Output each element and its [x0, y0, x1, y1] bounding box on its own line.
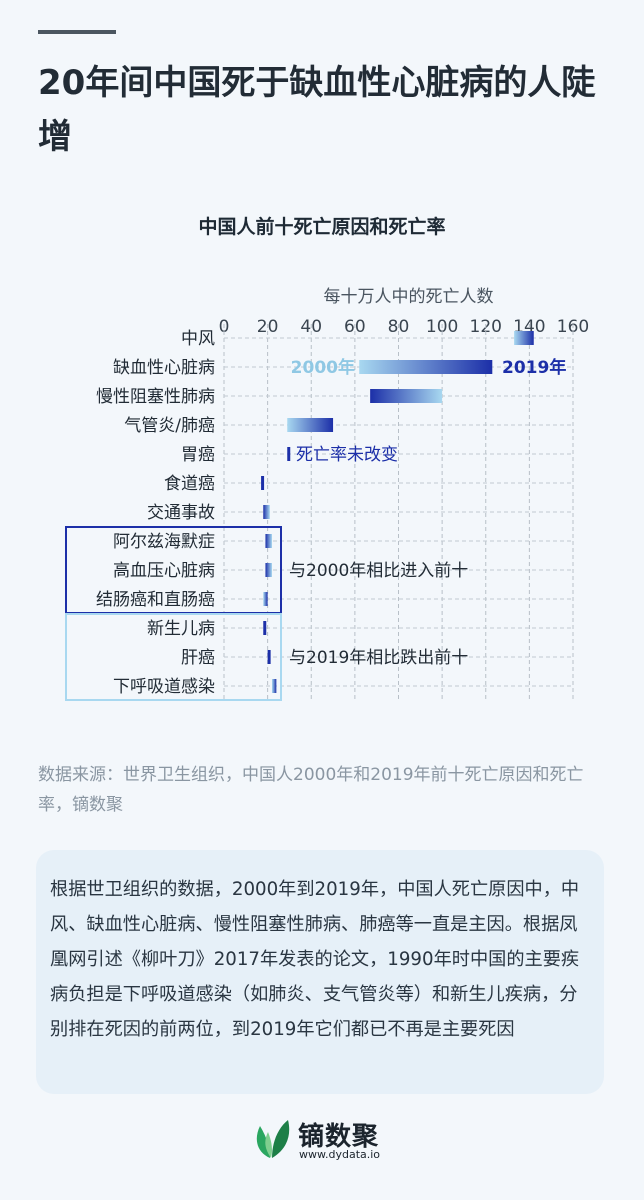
range-bar: [359, 360, 493, 374]
category-label: 中风: [181, 329, 215, 349]
category-label: 肝癌: [181, 648, 215, 668]
range-bar: [370, 389, 443, 403]
range-bar: [265, 563, 272, 577]
range-bar: [263, 621, 267, 635]
data-source: 数据来源：世界卫生组织，中国人2000年和2019年前十死亡原因和死亡率，镝数聚: [38, 765, 584, 815]
category-label: 高血压心脏病: [113, 561, 215, 581]
x-axis-label: 每十万人中的死亡人数: [324, 287, 494, 307]
category-label: 阿尔兹海默症: [113, 532, 215, 552]
brand-name: 镝数聚: [298, 1122, 380, 1152]
range-bar: [263, 505, 270, 519]
brand-logo: 镝数聚 www.dydata.io: [252, 1112, 402, 1164]
range-bar: [265, 534, 272, 548]
category-label: 食道癌: [164, 474, 215, 494]
top-rule: [38, 30, 116, 34]
entered-annotation: 与2000年相比进入前十: [289, 561, 468, 581]
dropped-top10-box: [65, 613, 282, 701]
category-label: 慢性阻塞性肺病: [96, 386, 215, 407]
category-label: 缺血性心脏病: [113, 358, 215, 378]
category-label: 新生儿病: [147, 619, 215, 639]
leaf-logo-icon: [256, 1120, 290, 1158]
unchanged-annotation: 死亡率未改变: [296, 445, 398, 465]
category-label: 气管炎/肺癌: [124, 416, 215, 436]
range-bar: [263, 592, 268, 606]
chart-title: 中国人前十死亡原因和死亡率: [198, 216, 446, 238]
page-title: 20年间中国死于缺血性心脏病的人陡增: [38, 63, 596, 157]
range-bar: [271, 679, 277, 693]
brand-url: www.dydata.io: [299, 1148, 381, 1161]
legend-2019-label: 2019年: [502, 357, 566, 378]
dropped-annotation: 与2019年相比跌出前十: [289, 648, 468, 668]
range-bar: [287, 447, 291, 461]
category-label: 下呼吸道感染: [113, 677, 215, 697]
category-label: 交通事故: [147, 503, 215, 523]
category-label: 胃癌: [181, 445, 215, 465]
range-bar: [514, 331, 534, 345]
range-bar: [287, 418, 334, 432]
description-card: 根据世卫组织的数据，2000年到2019年，中国人死亡原因中，中风、缺血性心脏病…: [36, 850, 604, 1094]
category-label: 结肠癌和直肠癌: [96, 590, 215, 610]
range-bar: [267, 650, 271, 664]
range-bar: [261, 476, 265, 490]
legend-2000-label: 2000年: [291, 357, 355, 378]
description-text: 根据世卫组织的数据，2000年到2019年，中国人死亡原因中，中风、缺血性心脏病…: [50, 879, 580, 1040]
